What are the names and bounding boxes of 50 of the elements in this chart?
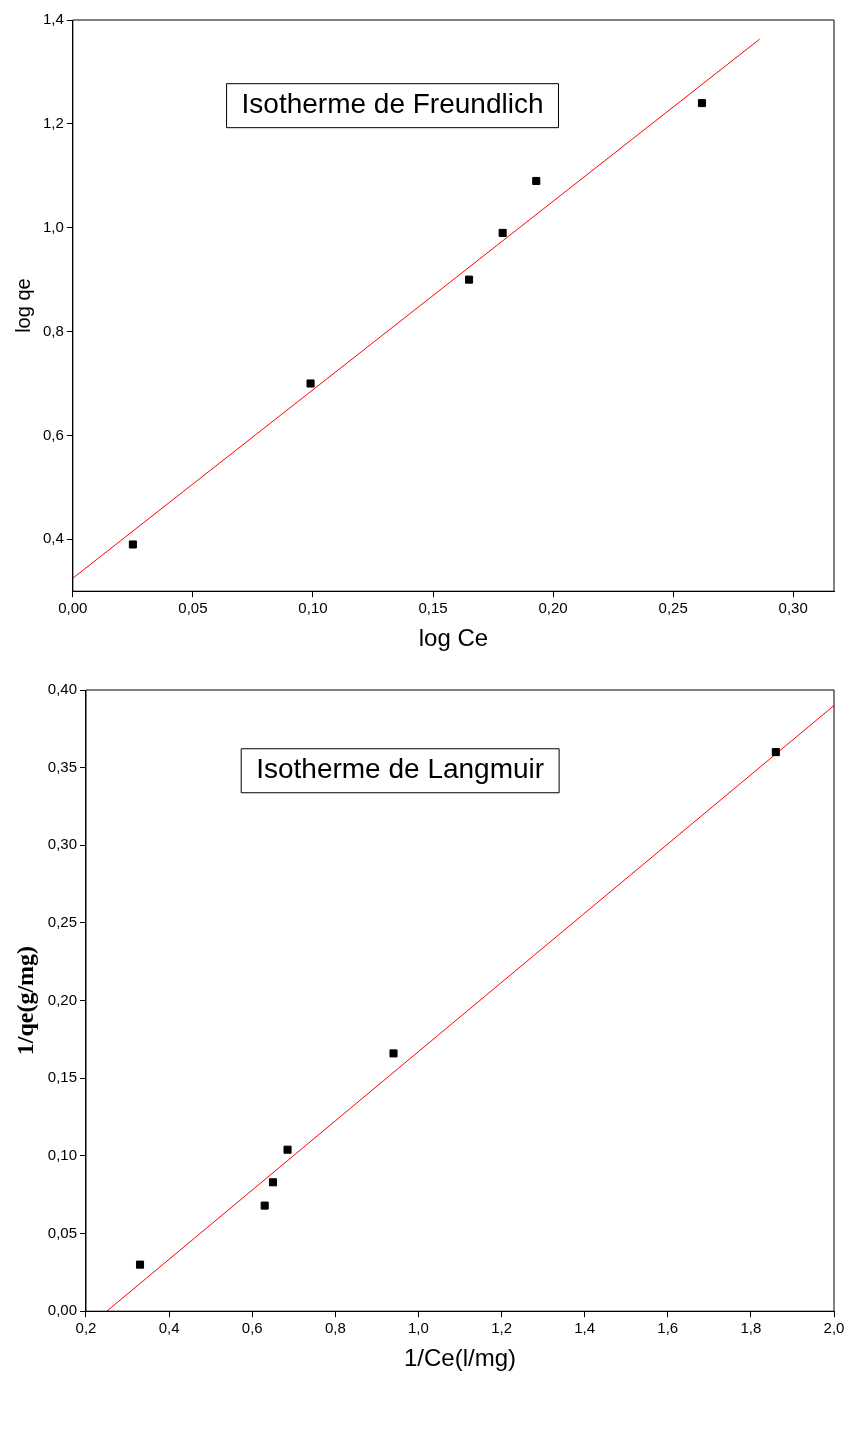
point: [128, 540, 137, 549]
point: [498, 228, 507, 237]
x-tick-label: 1,4: [574, 1319, 596, 1337]
x-tick-label: 1,8: [740, 1319, 762, 1337]
point: [306, 379, 315, 388]
y-axis-title: log qe: [11, 278, 34, 333]
point: [771, 748, 780, 757]
x-axis-title: 1/Ce(l/mg): [403, 1344, 517, 1372]
y-tick-label: 1,0: [42, 217, 64, 235]
point: [268, 1178, 278, 1187]
x-tick-label: 0,15: [418, 599, 448, 617]
y-tick-label: 0,40: [47, 680, 77, 698]
point: [135, 1260, 145, 1269]
y-tick-label: 0,00: [47, 1301, 77, 1319]
point: [465, 275, 474, 284]
y-tick-label: 0,8: [42, 321, 64, 339]
x-tick-label: 0,25: [658, 599, 688, 617]
x-tick-label: 0,8: [324, 1319, 346, 1337]
annotation: Isotherme de Freundlich: [241, 88, 544, 120]
x-tick-label: 1,6: [657, 1319, 679, 1337]
y-tick-label: 0,15: [47, 1068, 77, 1086]
x-tick-label: 0,05: [178, 599, 208, 617]
point: [389, 1049, 398, 1058]
y-tick-label: 0,10: [47, 1146, 77, 1164]
x-tick-label: 0,10: [298, 599, 328, 617]
x-tick-label: 0,2: [75, 1319, 97, 1337]
x-tick-label: 0,20: [538, 599, 568, 617]
y-tick-label: 0,30: [47, 835, 77, 853]
point: [532, 176, 541, 186]
x-tick-label: 0,4: [158, 1319, 180, 1337]
y-axis-title: 1/qe(g/mg): [11, 945, 38, 1056]
x-tick-label: 0,6: [241, 1319, 263, 1337]
y-tick-label: 0,05: [47, 1223, 77, 1241]
y-tick-label: 0,4: [42, 529, 64, 547]
point: [283, 1145, 292, 1154]
point: [260, 1201, 269, 1210]
x-axis-title: log Ce: [418, 624, 489, 652]
x-tick-label: 2,0: [823, 1319, 845, 1337]
y-tick-label: 1,4: [42, 10, 64, 28]
x-tick-label: 1,0: [408, 1319, 429, 1337]
y-tick-label: 1,2: [42, 114, 64, 131]
y-tick-label: 0,35: [47, 757, 77, 775]
y-tick-label: 0,20: [47, 990, 77, 1008]
x-tick-label: 0,30: [778, 599, 808, 617]
x-tick-label: 0,00: [58, 599, 88, 617]
annotation: Isotherme de Langmuir: [256, 753, 545, 785]
y-tick-label: 0,25: [47, 913, 77, 931]
x-tick-label: 1,2: [491, 1319, 512, 1337]
point: [697, 99, 706, 108]
y-tick-label: 0,6: [42, 425, 64, 443]
